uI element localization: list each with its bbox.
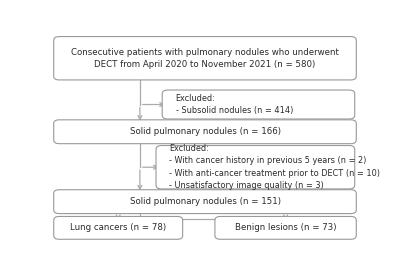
Text: Benign lesions (n = 73): Benign lesions (n = 73) [235,223,336,232]
Text: Excluded:
- Subsolid nodules (n = 414): Excluded: - Subsolid nodules (n = 414) [176,94,293,115]
Text: Solid pulmonary nodules (n = 151): Solid pulmonary nodules (n = 151) [130,197,280,206]
FancyBboxPatch shape [54,190,356,214]
Text: Lung cancers (n = 78): Lung cancers (n = 78) [70,223,166,232]
FancyBboxPatch shape [54,120,356,144]
FancyBboxPatch shape [215,217,356,239]
FancyBboxPatch shape [156,146,355,189]
Text: Consecutive patients with pulmonary nodules who underwent
DECT from April 2020 t: Consecutive patients with pulmonary nodu… [71,48,339,69]
FancyBboxPatch shape [54,217,183,239]
FancyBboxPatch shape [162,90,355,119]
Text: Excluded:
- With cancer history in previous 5 years (n = 2)
- With anti-cancer t: Excluded: - With cancer history in previ… [169,144,380,190]
Text: Solid pulmonary nodules (n = 166): Solid pulmonary nodules (n = 166) [130,127,280,136]
FancyBboxPatch shape [54,37,356,80]
